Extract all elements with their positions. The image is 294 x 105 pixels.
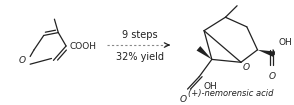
Text: 9 steps: 9 steps [122,30,158,40]
Text: 32% yield: 32% yield [116,52,164,62]
Text: OH: OH [279,38,293,47]
Text: COOH: COOH [70,42,97,51]
Text: O: O [242,63,249,72]
Text: (+)-nemorensic acid: (+)-nemorensic acid [188,89,273,98]
Text: O: O [19,56,26,65]
Text: O: O [268,72,276,81]
Text: OH: OH [203,82,217,91]
Text: O: O [180,95,187,104]
Polygon shape [258,50,275,57]
Polygon shape [197,46,212,59]
